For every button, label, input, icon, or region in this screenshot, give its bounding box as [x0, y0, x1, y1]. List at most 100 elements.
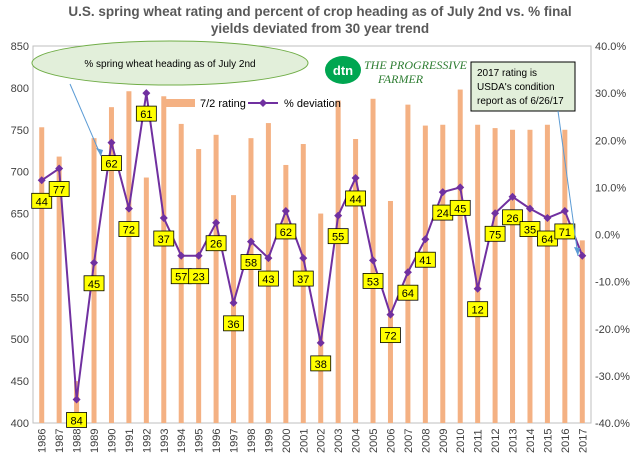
heading-label-box	[414, 251, 436, 268]
deviation-point-2006	[386, 310, 395, 319]
x-tick-label: 1999	[263, 429, 275, 453]
heading-label-2000: 62	[275, 223, 297, 240]
deviation-point-2007	[403, 268, 412, 277]
legend: 7/2 rating % deviation	[165, 98, 341, 110]
deviation-point-1989	[90, 258, 99, 267]
deviation-point-1987	[55, 164, 64, 173]
heading-label-1996: 26	[205, 235, 227, 252]
chart-title-line2: yields deviated from 30 year trend	[210, 21, 430, 36]
bar-2013	[510, 129, 516, 423]
heading-label-box	[223, 315, 244, 332]
bar-1986	[39, 127, 45, 424]
heading-label-box	[118, 221, 140, 237]
bar-2004	[353, 138, 359, 423]
x-tick-label: 2007	[403, 429, 415, 453]
plot-area: 400 450 500 550 600 650 700 750 800 850 -40.0% -30.…	[11, 41, 630, 453]
callout-heading-text: % spring wheat heading as of July 2nd	[84, 59, 255, 70]
heading-label-box	[275, 223, 297, 240]
bar-1992	[143, 177, 149, 423]
heading-label-text: 75	[489, 229, 501, 241]
deviation-line	[41, 92, 584, 400]
callout-2017-arrowhead	[574, 247, 580, 256]
heading-label-2010: 45	[449, 199, 471, 216]
heading-label-1988: 84	[66, 412, 87, 428]
logo-text-progressive: THE PROGRESSIVE	[364, 58, 468, 72]
deviation-point-1994	[177, 251, 186, 260]
callout-heading-arrowhead	[96, 148, 103, 156]
heading-label-text: 72	[384, 331, 396, 343]
heading-label-2007: 64	[397, 284, 419, 301]
left-tick-label: 700	[11, 167, 29, 179]
x-tick-label: 2008	[420, 429, 432, 453]
x-tick-label: 1990	[106, 429, 118, 453]
x-tick-label: 2010	[455, 429, 467, 453]
x-tick-label: 1989	[89, 429, 101, 453]
heading-label-text: 24	[437, 208, 449, 220]
bar-1993	[161, 96, 167, 424]
x-tick-label: 2014	[525, 429, 537, 453]
deviation-point-2017	[578, 251, 587, 260]
heading-label-box	[188, 268, 210, 285]
deviation-point-1990	[107, 138, 116, 147]
bar-2000	[283, 164, 289, 423]
heading-label-2008: 41	[414, 251, 436, 268]
heading-label-1993: 37	[153, 230, 175, 247]
right-tick-label: -10.0%	[595, 277, 630, 289]
heading-label-box	[380, 327, 401, 344]
heading-label-text: 26	[210, 239, 222, 251]
bar-1987	[56, 156, 62, 423]
right-tick-label: 10.0%	[595, 182, 626, 194]
bar-1995	[196, 149, 202, 423]
bar-2014	[527, 129, 533, 423]
heading-label-1999: 43	[258, 270, 279, 287]
heading-label-2009: 24	[432, 204, 454, 221]
left-tick-label: 500	[11, 334, 29, 346]
heading-label-box	[258, 270, 279, 287]
bar-2008	[422, 125, 428, 423]
left-tick-label: 400	[11, 418, 29, 430]
x-tick-label: 1991	[124, 429, 136, 453]
x-tick-label: 2015	[542, 429, 554, 453]
x-tick-label: 2011	[473, 429, 485, 453]
deviation-point-2005	[369, 256, 378, 265]
deviation-point-2004	[351, 173, 360, 182]
heading-label-box	[449, 199, 471, 216]
x-tick-label: 1996	[211, 429, 223, 453]
x-tick-label: 1994	[176, 429, 188, 453]
heading-label-text: 38	[315, 359, 327, 371]
x-tick-label: 1998	[246, 429, 258, 453]
callout-2017: 2017 rating is USDA's condition report as …	[470, 61, 580, 257]
x-tick-label: 1993	[159, 429, 171, 453]
heading-label-1994: 57	[170, 268, 192, 285]
x-tick-label: 2000	[281, 429, 293, 453]
deviation-point-2011	[473, 284, 482, 293]
heading-label-text: 61	[140, 109, 152, 121]
deviation-point-1991	[124, 204, 133, 213]
heading-label-box	[467, 301, 489, 318]
heading-label-box	[240, 254, 262, 270]
deviation-point-2012	[491, 209, 500, 218]
heading-label-1995: 23	[188, 268, 210, 285]
deviation-point-1986	[37, 176, 46, 185]
callout-2017-box	[470, 61, 576, 112]
right-tick-label: -30.0%	[595, 371, 630, 383]
heading-label-text: 37	[297, 274, 309, 286]
heading-label-1987: 77	[48, 181, 70, 197]
bar-2010	[457, 89, 463, 423]
bar-1996	[213, 134, 219, 423]
heading-label-1990: 62	[101, 155, 122, 172]
x-tick-label: 1986	[37, 429, 49, 453]
deviation-point-2009	[438, 188, 447, 197]
bar-2009	[440, 124, 446, 424]
callout-heading-shape	[31, 40, 309, 86]
deviation-point-1988	[72, 395, 81, 404]
callout-2017-arrow	[557, 110, 579, 257]
callout-2017-line: 2017 rating is	[477, 68, 537, 79]
right-tick-label: 40.0%	[595, 41, 626, 53]
x-tick-label: 2003	[333, 429, 345, 453]
legend-bar-swatch	[165, 99, 195, 107]
bar-1997	[231, 195, 237, 423]
heading-label-text: 57	[175, 272, 187, 284]
heading-label-2012: 75	[484, 225, 506, 242]
